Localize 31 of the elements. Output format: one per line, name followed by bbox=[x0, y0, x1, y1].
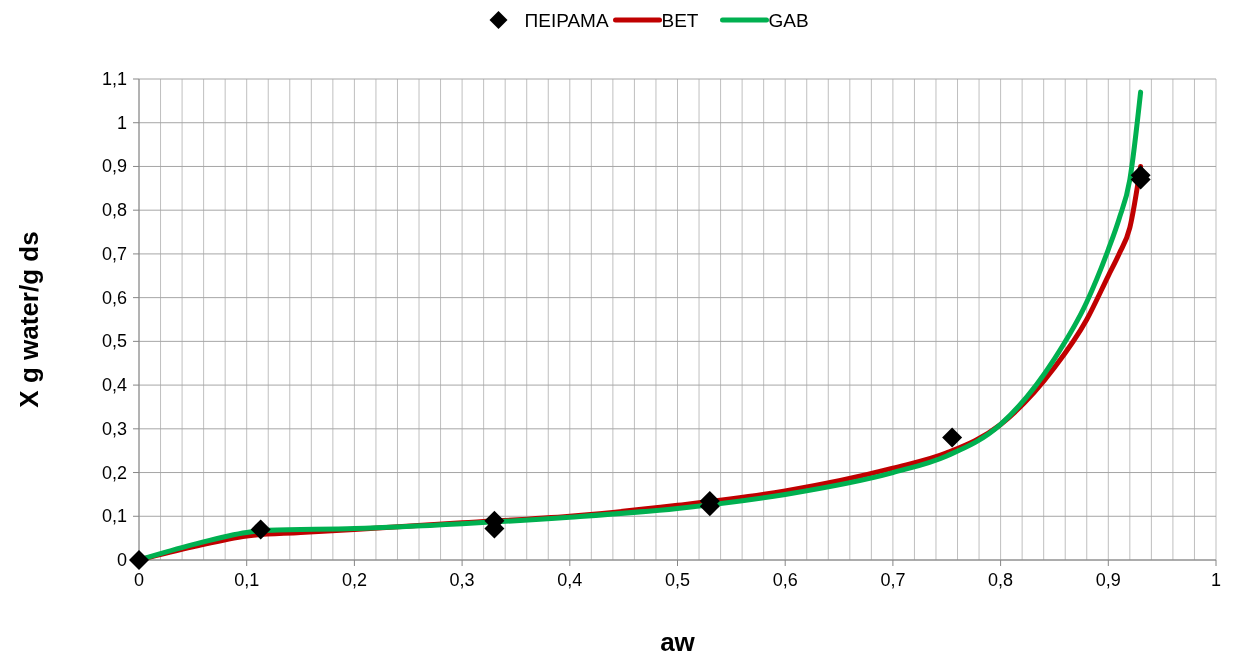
x-tick-label: 0,9 bbox=[1095, 570, 1121, 590]
y-tick-label: 0,1 bbox=[101, 506, 127, 527]
x-tick-label: 0,3 bbox=[449, 570, 475, 590]
x-tick-label: 0,8 bbox=[988, 570, 1014, 590]
y-tick-label: 0,7 bbox=[101, 243, 127, 264]
x-tick-label: 0,6 bbox=[772, 570, 798, 590]
point bbox=[129, 550, 149, 570]
y-tick-label: 1,1 bbox=[101, 69, 127, 89]
y-tick-label: 0 bbox=[116, 550, 127, 570]
y-tick-label: 0,3 bbox=[101, 418, 127, 439]
x-tick-label: 1 bbox=[1210, 570, 1222, 590]
point bbox=[250, 519, 271, 540]
y-tick-label: 0,8 bbox=[101, 200, 127, 221]
x-tick-label: 0,2 bbox=[341, 570, 367, 590]
y-tick-label: 0,4 bbox=[101, 375, 127, 396]
legend-label: ΠΕΙΡΑΜΑ bbox=[524, 10, 609, 31]
y-tick-label: 0,9 bbox=[101, 156, 127, 177]
x-tick-label: 0,1 bbox=[234, 570, 260, 590]
legend-label: BET bbox=[661, 10, 699, 31]
legend-label: GAB bbox=[768, 10, 809, 31]
y-tick-label: 1 bbox=[116, 112, 127, 133]
x-axis-title: aw bbox=[660, 627, 696, 657]
y-tick-label: 0,6 bbox=[101, 287, 127, 308]
y-axis-title: X g water/g ds bbox=[14, 231, 44, 408]
y-tick-label: 0,2 bbox=[101, 462, 127, 483]
x-tick-label: 0,4 bbox=[557, 570, 583, 590]
x-tick-label: 0 bbox=[133, 570, 145, 590]
x-tick-label: 0,5 bbox=[664, 570, 691, 590]
point bbox=[942, 427, 963, 448]
y-tick-label: 0,5 bbox=[101, 331, 127, 352]
x-tick-label: 0,7 bbox=[880, 570, 906, 590]
